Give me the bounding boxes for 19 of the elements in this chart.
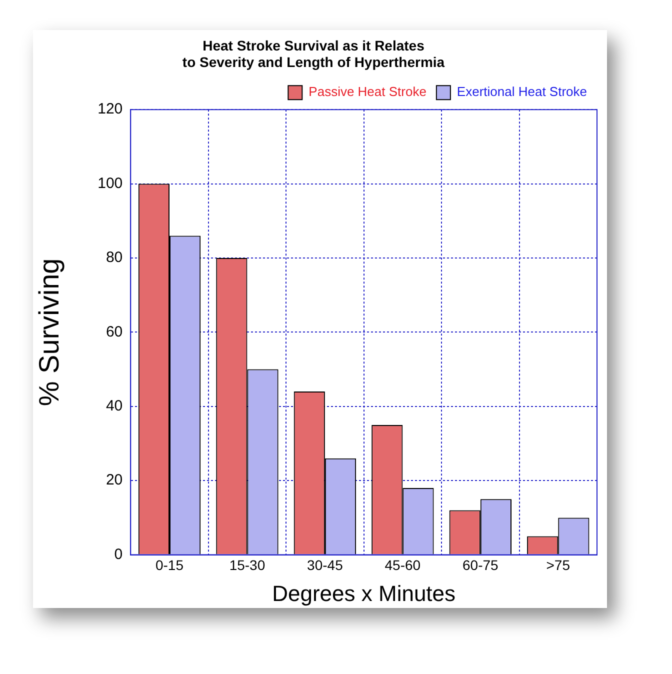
- x-tick-label: 60-75: [462, 557, 499, 574]
- legend-label: Exertional Heat Stroke: [456, 84, 588, 100]
- y-tick-label: 100: [98, 174, 123, 192]
- y-tick-label: 0: [114, 546, 123, 563]
- text: Heat Stroke Survival as it Relates: [202, 37, 424, 54]
- x-tick-label: >75: [546, 557, 570, 574]
- y-tick-label: 40: [106, 398, 123, 415]
- x-tick-label: 0-15: [155, 557, 184, 574]
- x-tick-label: 30-45: [307, 557, 344, 574]
- x-tick-label: 15-30: [229, 557, 266, 574]
- y-tick-label: 20: [106, 472, 123, 489]
- y-axis-title: % Surviving: [34, 258, 65, 406]
- legend-label: Passive Heat Stroke: [308, 84, 426, 100]
- y-tick-label: 80: [106, 249, 123, 266]
- x-axis-title: Degrees x Minutes: [272, 580, 456, 606]
- y-tick-label: 120: [98, 100, 123, 118]
- x-tick-label: 45-60: [384, 557, 421, 574]
- text: to Severity and Length of Hyperthermia: [182, 54, 445, 70]
- y-tick-label: 60: [106, 323, 123, 340]
